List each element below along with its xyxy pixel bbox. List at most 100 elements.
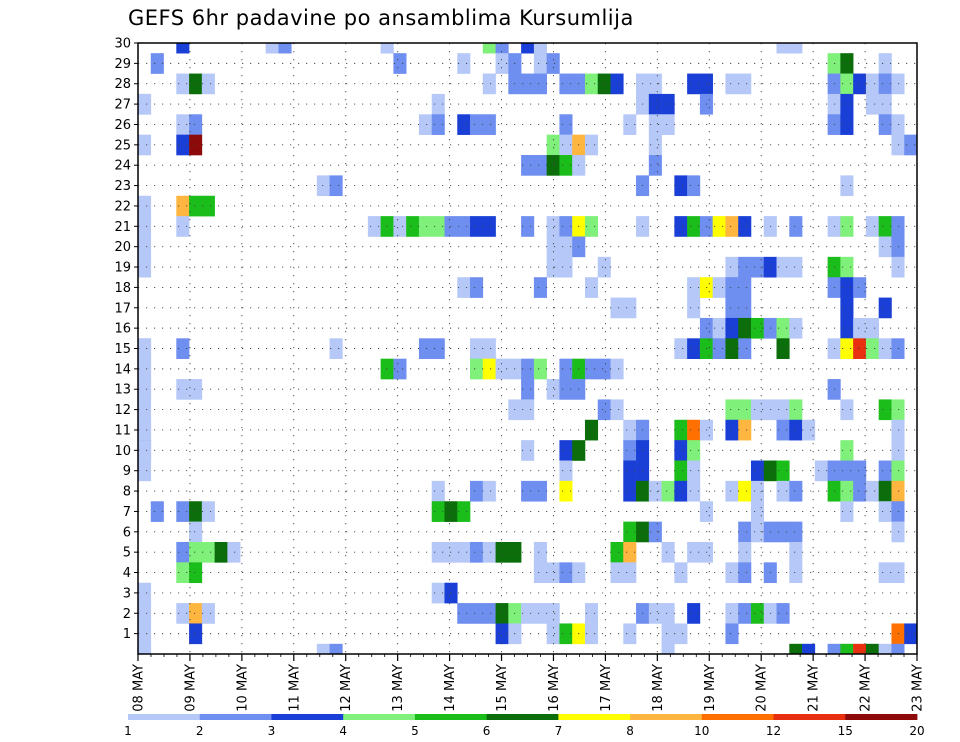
x-tick-label: 09 MAY	[183, 664, 198, 712]
heatmap-cell	[725, 338, 739, 359]
heatmap-cell	[878, 399, 892, 421]
heatmap-cell	[891, 480, 905, 502]
heatmap-cell	[623, 562, 637, 584]
heatmap-cell	[789, 216, 803, 237]
heatmap-cell	[189, 603, 203, 624]
y-tick-label: 28	[114, 77, 131, 92]
heatmap-cell	[878, 114, 892, 135]
heatmap-cell	[176, 501, 190, 522]
heatmap-cell	[329, 175, 343, 197]
heatmap-cell	[584, 73, 599, 95]
heatmap-cell	[878, 480, 892, 502]
colorbar-label: 20	[909, 724, 924, 738]
heatmap-cell	[738, 541, 752, 563]
heatmap-cell	[176, 43, 190, 54]
heatmap-cell	[138, 379, 152, 400]
y-tick-label: 10	[114, 444, 131, 459]
heatmap-cell	[687, 297, 701, 319]
heatmap-cell	[674, 460, 688, 482]
heatmap-cell	[687, 603, 701, 624]
colorbar-label: 8	[626, 724, 634, 738]
x-tick-label: 12 MAY	[339, 664, 354, 712]
heatmap-cell	[891, 399, 905, 421]
heatmap-cell	[648, 73, 662, 95]
heatmap-cell	[138, 440, 152, 461]
y-tick-label: 9	[123, 464, 131, 479]
heatmap-cell	[623, 521, 637, 543]
heatmap-cell	[648, 93, 662, 115]
heatmap-cell	[431, 480, 445, 502]
heatmap-cell	[138, 195, 152, 217]
heatmap-cell	[865, 73, 879, 95]
heatmap-cell	[495, 541, 509, 563]
heatmap-cell	[521, 379, 535, 400]
heatmap-cell	[738, 603, 752, 624]
heatmap-cell	[482, 73, 496, 95]
heatmap-cell	[457, 277, 471, 298]
heatmap-cell	[712, 277, 726, 298]
y-axis: 1234567891011121314151617181920212223242…	[114, 37, 138, 642]
heatmap-cell	[853, 277, 867, 298]
heatmap-cell	[878, 643, 892, 655]
x-tick-label: 17 MAY	[599, 664, 614, 712]
heatmap-cell	[738, 73, 752, 95]
colorbar-swatch	[414, 714, 488, 720]
heatmap-cell	[865, 216, 879, 237]
heatmap-cell	[189, 501, 203, 522]
heatmap-cell	[521, 43, 535, 54]
heatmap-cell	[521, 155, 535, 176]
heatmap-cell	[776, 256, 790, 278]
y-tick-label: 19	[114, 261, 131, 276]
heatmap-cell	[214, 541, 228, 563]
heatmap-cell	[840, 643, 854, 655]
x-tick-label: 16 MAY	[547, 664, 562, 712]
heatmap-cell	[853, 643, 867, 655]
heatmap-cell	[878, 53, 892, 74]
heatmap-cell	[431, 93, 445, 115]
heatmap-cell	[138, 623, 152, 645]
colorbar-label: 2	[196, 724, 204, 738]
heatmap-cell	[623, 114, 637, 135]
heatmap-cell	[661, 541, 675, 563]
heatmap-cell	[674, 440, 688, 461]
y-tick-label: 20	[114, 240, 131, 255]
heatmap-cell	[150, 53, 164, 74]
heatmap-cell	[431, 114, 445, 135]
heatmap-cell	[865, 93, 879, 115]
heatmap-cell	[176, 216, 190, 237]
heatmap-cell	[470, 277, 484, 298]
heatmap-cell	[891, 216, 905, 237]
heatmap-cell	[470, 541, 484, 563]
heatmap-cell	[878, 93, 892, 115]
heatmap-cell	[495, 623, 509, 645]
heatmap-cell	[789, 541, 803, 563]
colorbar-swatch	[128, 714, 201, 720]
colorbar-swatch	[558, 714, 631, 720]
heatmap-cell	[725, 480, 739, 502]
heatmap-cell	[738, 297, 752, 319]
heatmap-cell	[610, 73, 624, 95]
heatmap-cell	[316, 643, 330, 655]
heatmap-cell	[712, 216, 726, 237]
heatmap-cell	[789, 256, 803, 278]
colorbar-swatch	[773, 714, 846, 720]
heatmap-cell	[559, 114, 573, 135]
heatmap-cell	[891, 73, 905, 95]
heatmap-cell	[725, 317, 739, 339]
y-tick-label: 27	[114, 98, 131, 113]
heatmap-cell	[725, 277, 739, 298]
colorbar-swatch	[701, 714, 774, 720]
heatmap-cell	[457, 603, 471, 624]
heatmap-cell	[533, 277, 547, 298]
heatmap-cell	[457, 501, 471, 522]
heatmap-cell	[176, 134, 190, 156]
heatmap-cell	[623, 480, 637, 502]
colorbar-swatch	[630, 714, 703, 720]
heatmap-cell	[738, 256, 752, 278]
colorbar-label: 6	[483, 724, 491, 738]
heatmap-cell	[891, 460, 905, 482]
heatmap-cell	[738, 480, 752, 502]
heatmap-cell	[393, 216, 407, 237]
heatmap-cell	[750, 501, 765, 522]
heatmap-cell	[789, 480, 803, 502]
